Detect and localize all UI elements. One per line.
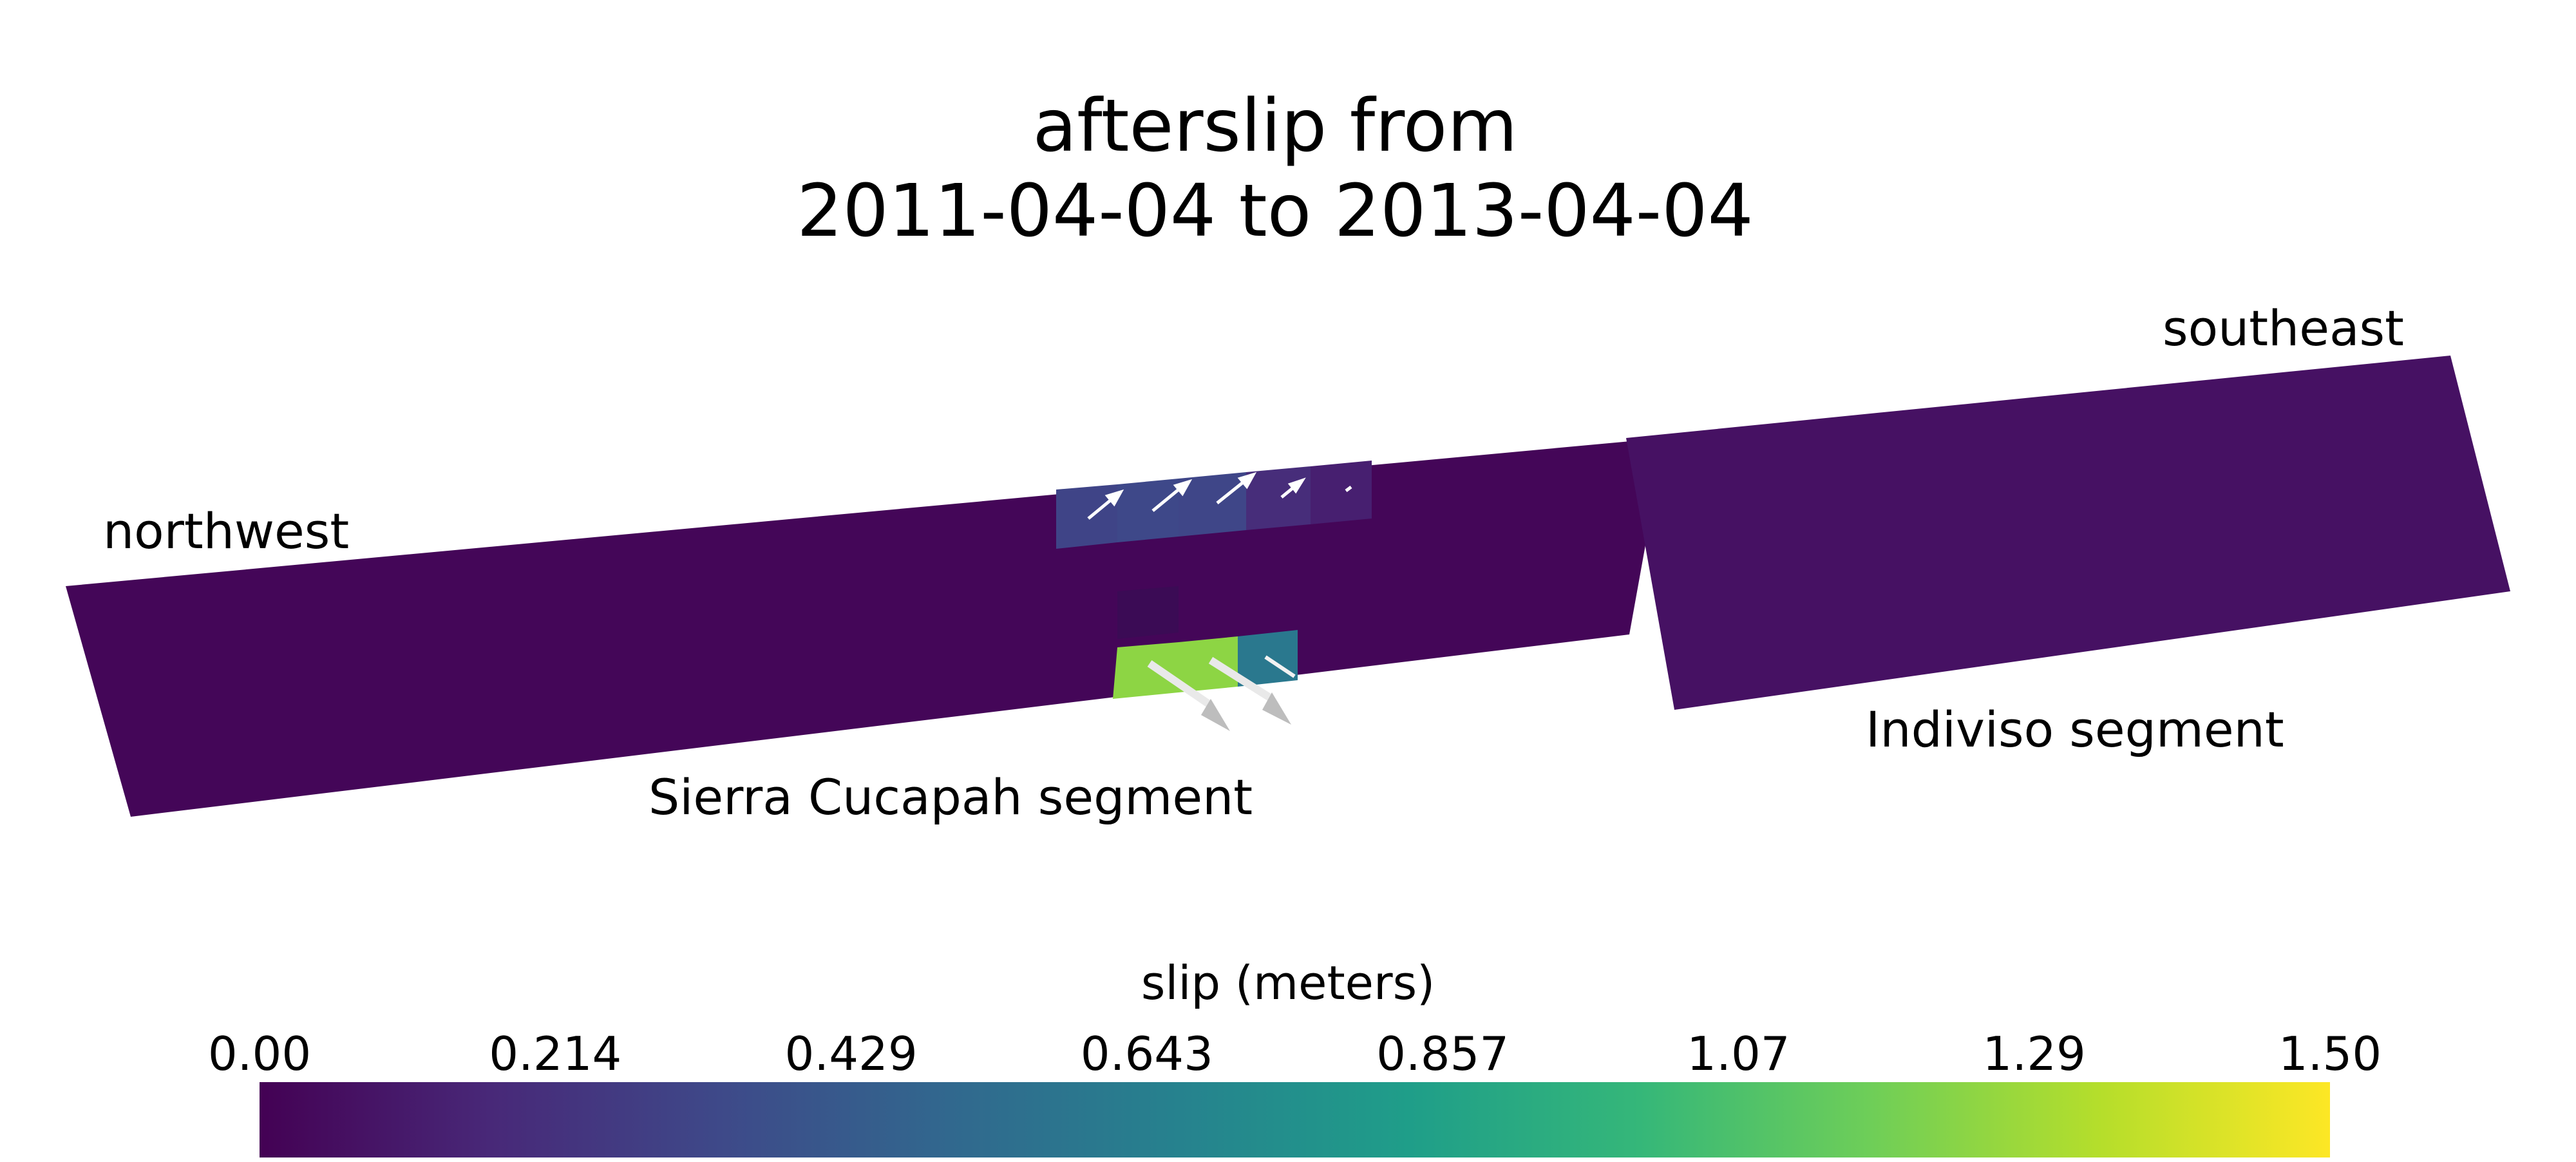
slip-patch — [1179, 472, 1246, 537]
slip-vector-arrow — [1208, 656, 1274, 703]
sierra-cucapah-segment-label: Sierra Cucapah segment — [649, 768, 1253, 826]
colorbar-tick-label: 0.214 — [489, 1027, 622, 1081]
colorbar-title: slip (meters) — [1141, 956, 1435, 1010]
slip-vector-arrow — [1147, 660, 1213, 709]
arrowhead-icon — [1237, 471, 1257, 490]
slip-patch — [1113, 642, 1179, 699]
slip-vectors-lower — [1147, 655, 1296, 731]
colorbar-tick-label: 1.29 — [1982, 1027, 2086, 1081]
sierra-cucapah-fault-plane — [66, 438, 1665, 817]
colorbar-tick-label: 0.643 — [1080, 1027, 1213, 1081]
arrowhead-icon — [1173, 479, 1193, 497]
colorbar-tick-label: 0.429 — [784, 1027, 918, 1081]
northwest-label: northwest — [103, 502, 350, 560]
slip-patch — [1311, 461, 1372, 524]
slip-vectors-upper — [1087, 471, 1352, 520]
title-line-2: 2011-04-04 to 2013-04-04 — [797, 169, 1754, 253]
arrowhead-icon — [1287, 477, 1306, 494]
slip-patch — [1179, 636, 1238, 692]
indiviso-fault-plane — [1626, 356, 2510, 710]
slip-patch — [1117, 586, 1179, 639]
arrowhead-icon — [1201, 699, 1230, 731]
colorbar-tick-label: 0.857 — [1376, 1027, 1510, 1081]
slip-patch — [1056, 484, 1117, 549]
slip-vector-arrow — [1216, 479, 1247, 504]
title-line-1: afterslip from — [1032, 84, 1518, 168]
colorbar — [260, 1082, 2330, 1157]
colorbar-tick-label: 0.00 — [207, 1027, 312, 1081]
slip-vector-arrow — [1264, 655, 1296, 678]
slip-vector-arrow — [1151, 486, 1183, 512]
colorbar-tick-label: 1.50 — [2278, 1027, 2382, 1081]
arrowhead-icon — [1262, 692, 1291, 725]
indiviso-segment-label: Indiviso segment — [1866, 701, 2284, 758]
arrowhead-icon — [1104, 489, 1124, 507]
southeast-label: southeast — [2163, 300, 2404, 357]
slip-vector-arrow — [1345, 486, 1352, 492]
slip-patch — [1117, 479, 1179, 542]
colorbar-tick-label: 1.07 — [1687, 1027, 1790, 1081]
slip-patch — [1246, 466, 1311, 530]
